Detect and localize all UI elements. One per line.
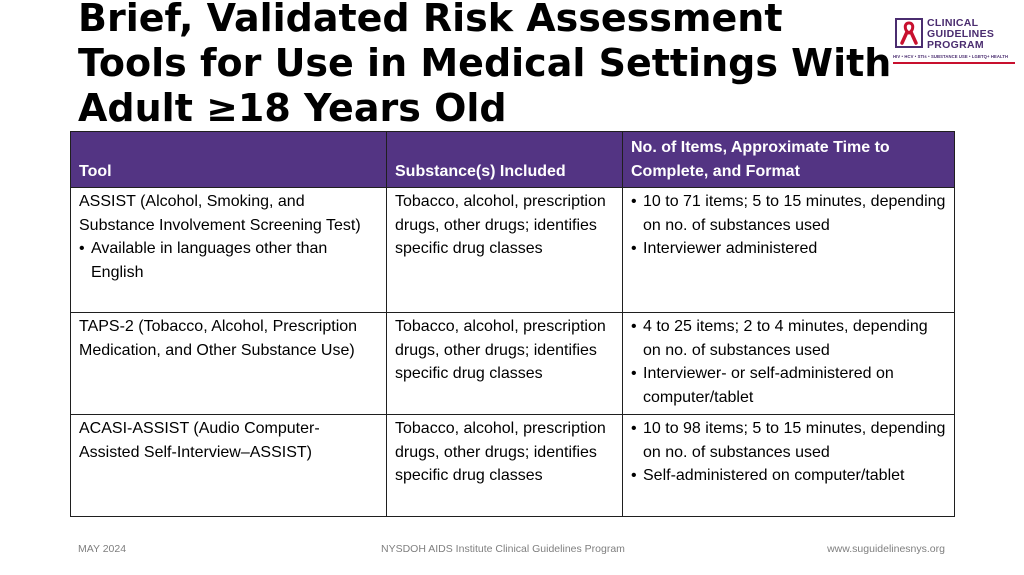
footer-date: MAY 2024 bbox=[78, 543, 127, 555]
format-cell: 4 to 25 items; 2 to 4 minutes, depending… bbox=[622, 312, 955, 415]
red-ribbon-icon bbox=[895, 18, 923, 48]
format-item: Self-administered on computer/tablet bbox=[631, 464, 946, 488]
table-row: ACASI-ASSIST (Audio Computer-Assisted Se… bbox=[70, 414, 955, 517]
format-list: 4 to 25 items; 2 to 4 minutes, depending… bbox=[631, 315, 946, 409]
header-substances: Substance(s) Included bbox=[386, 131, 623, 188]
header-tool: Tool bbox=[70, 131, 387, 188]
tool-note: Available in languages other than Englis… bbox=[79, 237, 378, 284]
footer-url: www.suguidelinesnys.org bbox=[827, 543, 945, 555]
tool-notes: Available in languages other than Englis… bbox=[79, 237, 378, 284]
format-item: 10 to 71 items; 5 to 15 minutes, dependi… bbox=[631, 190, 946, 237]
format-list: 10 to 98 items; 5 to 15 minutes, dependi… bbox=[631, 417, 946, 488]
format-item: 4 to 25 items; 2 to 4 minutes, depending… bbox=[631, 315, 946, 362]
tool-name: ASSIST (Alcohol, Smoking, and Substance … bbox=[79, 193, 361, 234]
format-cell: 10 to 71 items; 5 to 15 minutes, dependi… bbox=[622, 187, 955, 313]
table-row: TAPS-2 (Tobacco, Alcohol, Prescription M… bbox=[70, 312, 955, 415]
tool-name: ACASI-ASSIST (Audio Computer-Assisted Se… bbox=[79, 420, 320, 461]
clinical-guidelines-program-logo: CLINICAL GUIDELINES PROGRAM HIV • HCV • … bbox=[893, 16, 1015, 74]
logo-tagline: HIV • HCV • STIs • SUBSTANCE USE • LGBTQ… bbox=[893, 54, 1009, 59]
table-row: ASSIST (Alcohol, Smoking, and Substance … bbox=[70, 187, 955, 313]
logo-wordmark: CLINICAL GUIDELINES PROGRAM bbox=[927, 18, 994, 51]
logo-line-guidelines: GUIDELINES bbox=[927, 28, 995, 40]
format-item: Interviewer administered bbox=[631, 237, 946, 261]
format-item: 10 to 98 items; 5 to 15 minutes, dependi… bbox=[631, 417, 946, 464]
tool-name: TAPS-2 (Tobacco, Alcohol, Prescription M… bbox=[79, 318, 358, 359]
substances-cell: Tobacco, alcohol, prescription drugs, ot… bbox=[386, 414, 623, 517]
substances-cell: Tobacco, alcohol, prescription drugs, ot… bbox=[386, 312, 623, 415]
substances-cell: Tobacco, alcohol, prescription drugs, ot… bbox=[386, 187, 623, 313]
tool-cell: ACASI-ASSIST (Audio Computer-Assisted Se… bbox=[70, 414, 387, 517]
table-header-row: Tool Substance(s) Included No. of Items,… bbox=[70, 131, 955, 188]
tool-cell: ASSIST (Alcohol, Smoking, and Substance … bbox=[70, 187, 387, 313]
format-list: 10 to 71 items; 5 to 15 minutes, dependi… bbox=[631, 190, 946, 261]
logo-underline bbox=[893, 62, 1015, 64]
logo-line-program: PROGRAM bbox=[927, 39, 984, 51]
logo-line-clinical: CLINICAL bbox=[927, 17, 979, 29]
risk-assessment-tools-table: Tool Substance(s) Included No. of Items,… bbox=[70, 131, 955, 517]
format-cell: 10 to 98 items; 5 to 15 minutes, dependi… bbox=[622, 414, 955, 517]
format-item: Interviewer- or self-administered on com… bbox=[631, 362, 946, 409]
header-format: No. of Items, Approximate Time to Comple… bbox=[622, 131, 955, 188]
footer-program-name: NYSDOH AIDS Institute Clinical Guideline… bbox=[381, 543, 625, 555]
tool-cell: TAPS-2 (Tobacco, Alcohol, Prescription M… bbox=[70, 312, 387, 415]
slide-title: Brief, Validated Risk Assessment Tools f… bbox=[78, 0, 892, 130]
